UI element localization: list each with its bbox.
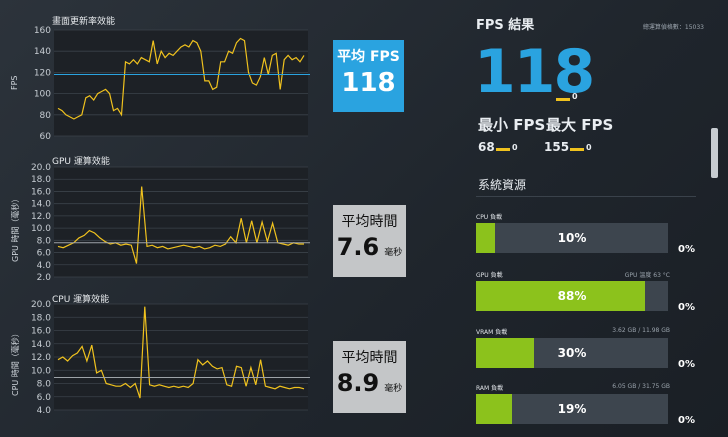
avg-fps-callout-value: 118	[341, 68, 396, 98]
gpu-avg-callout-label: 平均時間	[341, 214, 398, 230]
resource-delta: 0%	[678, 244, 695, 255]
fps-plot-area	[54, 30, 308, 136]
cpu-tick-label: 10.0	[31, 366, 51, 376]
avg-fps-callout: 平均 FPS 118	[333, 40, 404, 112]
results-title: FPS 結果	[476, 18, 535, 33]
cpu-tick-label: 16.0	[31, 327, 51, 337]
resource-bar-fill	[476, 394, 512, 424]
fps-series-line	[57, 37, 305, 120]
min-fps-delta-bar	[496, 148, 510, 151]
fps-chart-title: 畫面更新率效能	[52, 17, 116, 27]
resource-label: RAM 負載	[476, 385, 504, 392]
resource-bar-fill	[476, 338, 534, 368]
avg-fps-delta-bar	[556, 98, 570, 101]
cpu-chart: 20.0 18.0 16.0 14.0 12.0 10.0 8.0 6.0 4.0	[31, 300, 310, 414]
gpu-tick-label: 16.0	[31, 187, 51, 197]
fps-chart: 160 140 120 100 80 60	[34, 26, 310, 140]
resources-title: 系統資源	[478, 178, 527, 192]
resource-bar: 88%	[476, 281, 668, 311]
cpu-avg-callout-unit: 毫秒	[384, 384, 403, 394]
fps-tick-label: 160	[34, 26, 51, 36]
resource-info: 6.05 GB / 31.75 GB	[612, 383, 670, 390]
min-fps-delta: 0	[512, 143, 518, 152]
gpu-tick-label: 12.0	[31, 212, 51, 222]
gpu-tick-label: 2.0	[37, 273, 52, 281]
cpu-tick-label: 20.0	[31, 300, 51, 310]
cpu-tick-label: 6.0	[37, 393, 52, 403]
resource-label: GPU 負載	[476, 272, 503, 279]
resource-percent: 30%	[557, 346, 587, 360]
cpu-tick-label: 12.0	[31, 353, 51, 363]
cpu-tick-label: 18.0	[31, 313, 51, 323]
max-fps-delta-bar	[570, 148, 584, 151]
total-frames-text: 總運算偵格數：15033	[642, 24, 704, 31]
resource-bar-fill	[476, 223, 495, 253]
fps-tick-label: 80	[40, 111, 52, 121]
resources-divider	[476, 196, 696, 197]
min-fps-label: 最小 FPS	[478, 116, 546, 134]
gpu-tick-label: 18.0	[31, 175, 51, 185]
max-fps-value: 155	[544, 140, 570, 154]
resource-delta: 0%	[678, 302, 695, 313]
gpu-tick-label: 6.0	[37, 249, 52, 259]
gpu-plot-area	[54, 167, 308, 277]
cpu-avg-callout: 平均時間 8.9 毫秒	[333, 341, 406, 413]
cpu-chart-title: CPU 運算效能	[52, 295, 110, 305]
cpu-chart-ylabel: CPU 時間（毫秒）	[11, 329, 20, 396]
gpu-series-line	[57, 186, 304, 264]
gpu-chart: 20.0 18.0 16.0 14.0 12.0 10.0 8.0 6.0 4.0 2.0	[31, 163, 310, 281]
fps-tick-label: 120	[34, 68, 51, 78]
cpu-tick-label: 4.0	[37, 406, 52, 414]
results-scrollbar[interactable]	[711, 128, 718, 178]
gpu-chart-title: GPU 運算效能	[52, 157, 110, 167]
resource-percent: 88%	[557, 289, 587, 303]
gpu-avg-callout: 平均時間 7.6 毫秒	[333, 205, 406, 277]
resource-bar: 19%	[476, 394, 668, 424]
resource-bar: 30%	[476, 338, 668, 368]
avg-fps-delta: 0	[572, 92, 578, 101]
resource-percent: 10%	[557, 231, 587, 245]
max-fps-delta: 0	[586, 143, 592, 152]
fps-chart-ylabel: FPS	[10, 75, 19, 90]
resource-info: 3.62 GB / 11.98 GB	[612, 327, 670, 334]
gpu-tick-label: 20.0	[31, 163, 51, 173]
gpu-tick-label: 4.0	[37, 261, 52, 271]
cpu-avg-callout-label: 平均時間	[341, 350, 398, 366]
resource-percent: 19%	[557, 402, 587, 416]
resource-delta: 0%	[678, 359, 695, 370]
fps-tick-label: 60	[40, 132, 52, 140]
avg-fps-big: 118	[474, 37, 595, 107]
cpu-avg-callout-value: 8.9	[336, 369, 380, 397]
max-fps-label: 最大 FPS	[546, 116, 614, 134]
fps-tick-label: 140	[34, 47, 51, 57]
gpu-avg-callout-value: 7.6	[336, 233, 380, 261]
fps-tick-label: 100	[34, 90, 51, 100]
resource-delta: 0%	[678, 415, 695, 426]
results-panel: FPS 結果 總運算偵格數：15033 118 0 最小 FPS 最大 FPS …	[468, 0, 718, 437]
cpu-tick-label: 8.0	[37, 380, 52, 390]
resource-bar-fill	[476, 281, 645, 311]
gpu-tick-label: 14.0	[31, 200, 51, 210]
gpu-tick-label: 10.0	[31, 224, 51, 234]
gpu-chart-ylabel: GPU 時間（毫秒）	[11, 194, 20, 262]
cpu-tick-label: 14.0	[31, 340, 51, 350]
cpu-series-line	[57, 306, 305, 399]
gpu-avg-callout-unit: 毫秒	[384, 248, 403, 258]
resource-info: GPU 溫度 63 °C	[624, 272, 670, 279]
resource-bar: 10%	[476, 223, 668, 253]
resource-label: VRAM 負載	[476, 329, 508, 336]
avg-fps-callout-label: 平均 FPS	[337, 49, 400, 65]
gpu-tick-label: 8.0	[37, 236, 52, 246]
resource-label: CPU 負載	[476, 214, 503, 221]
min-fps-value: 68	[478, 140, 495, 154]
